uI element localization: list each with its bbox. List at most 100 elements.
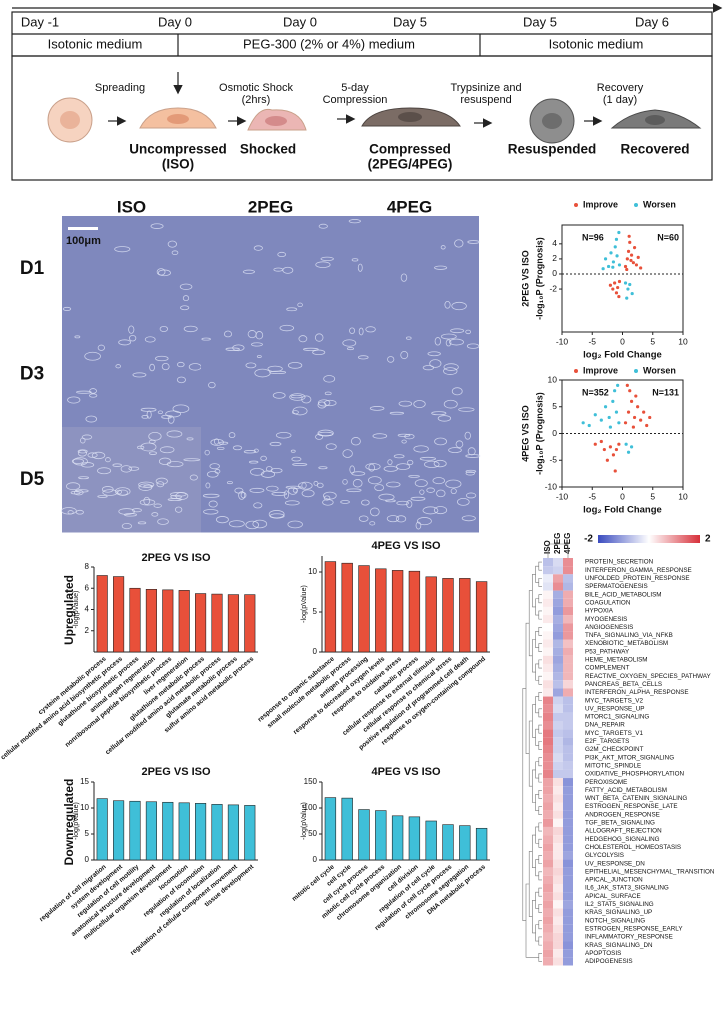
- heatmap-cell: [553, 663, 563, 673]
- cell-shape: [323, 399, 337, 407]
- heatmap-cell: [563, 696, 573, 705]
- cell-shape: [240, 492, 247, 499]
- cell-shape: [419, 489, 425, 495]
- row-label: TNFA_SIGNALING_VIA_NFKB: [585, 632, 673, 639]
- cell-shape: [201, 337, 211, 341]
- cell-shape: [427, 351, 441, 357]
- cell-shape: [283, 490, 289, 499]
- heatmap-cell: [563, 606, 573, 616]
- cell-shape: [77, 449, 88, 454]
- cell-shape: [317, 401, 327, 409]
- row-label: ADIPOGENESIS: [585, 958, 633, 965]
- heatmap-cell: [543, 688, 553, 697]
- cell-shape: [141, 415, 149, 419]
- cell-shape: [101, 486, 114, 493]
- data-point: [603, 257, 608, 261]
- heatmap-cell: [543, 590, 553, 599]
- data-point: [614, 447, 619, 452]
- heatmap-cell: [543, 843, 553, 852]
- cell-shape: [398, 400, 413, 407]
- annotation: N=60: [657, 232, 679, 242]
- bar: [475, 581, 488, 653]
- cell-shape: [303, 347, 319, 351]
- stage-label: (2PEG/4PEG): [368, 157, 453, 172]
- cell-shape: [389, 411, 405, 415]
- cell-shape: [378, 493, 395, 501]
- day-label: Day 0: [158, 14, 192, 29]
- heatmap-cell: [543, 826, 553, 836]
- cell-shape: [461, 515, 476, 522]
- heatmap-cell: [553, 647, 563, 656]
- cell-shape: [105, 457, 111, 463]
- cell-shape: [426, 487, 435, 493]
- y-tick-label: 2: [85, 626, 90, 635]
- bar: [475, 827, 488, 861]
- dendrogram-branch: [535, 663, 539, 681]
- data-point: [615, 254, 619, 258]
- row-label: OXIDATIVE_PHOSPHORYLATION: [585, 771, 684, 778]
- cell-shape: [249, 487, 265, 493]
- cell-shape: [290, 394, 303, 399]
- heatmap-cell: [553, 835, 563, 844]
- row-label: MYC_TARGETS_V2: [585, 697, 643, 704]
- medium-label: Isotonic medium: [48, 36, 143, 51]
- heatmap-cell: [563, 900, 573, 909]
- cell-shape: [176, 361, 185, 368]
- heatmap-cell: [553, 941, 563, 950]
- cell-shape: [204, 449, 210, 456]
- cell-shape: [291, 410, 299, 415]
- dendrogram-branch: [535, 794, 539, 811]
- heatmap-cell: [543, 721, 553, 730]
- heatmap-cell: [563, 590, 573, 599]
- heatmap-cell: [553, 598, 563, 607]
- data-point: [617, 230, 621, 235]
- heatmap-cell: [553, 916, 563, 925]
- heatmap-cell: [563, 932, 573, 942]
- heatmap-cell: [553, 680, 563, 689]
- cell-shape: [256, 355, 262, 358]
- stage-label: (ISO): [162, 157, 194, 172]
- dendrogram-branch: [538, 659, 542, 669]
- heatmap-cell: [543, 908, 553, 917]
- y-tick-label: 10: [308, 567, 317, 576]
- row-label: REACTIVE_OXYGEN_SPECIES_PATHWAY: [585, 673, 712, 680]
- cell-shape: [443, 367, 458, 375]
- heatmap-cell: [543, 859, 553, 868]
- dendrogram-branch: [538, 561, 542, 571]
- cell-shape: [454, 239, 464, 248]
- x-tick-label: 5: [650, 336, 655, 346]
- heatmap-cell: [543, 884, 553, 893]
- bar: [162, 589, 174, 653]
- heatmap-cell: [553, 655, 563, 664]
- heatmap-cell: [563, 598, 573, 607]
- bar: [341, 562, 353, 653]
- heatmap-cell: [563, 843, 573, 852]
- medium-label: PEG-300 (2% or 4%) medium: [243, 36, 415, 51]
- bar: [391, 815, 404, 861]
- cell-shape: [434, 437, 448, 446]
- cell-shape: [151, 512, 159, 517]
- row-label: UV_RESPONSE_DN: [585, 860, 645, 867]
- cell-shape: [265, 466, 273, 472]
- y-tick-label: 0: [552, 428, 557, 438]
- heatmap-cell: [563, 924, 573, 933]
- bar: [195, 803, 207, 861]
- cell-shape: [431, 411, 447, 416]
- heatmap-cell: [543, 786, 553, 795]
- heatmap-cell: [563, 680, 573, 689]
- heatmap-cell: [553, 761, 563, 770]
- cell-shape: [77, 449, 87, 457]
- dendrogram-branch: [538, 578, 542, 587]
- cell-shape: [118, 339, 131, 346]
- heatmap-cell: [563, 631, 573, 640]
- heatmap-cell: [563, 566, 573, 575]
- chart-title: 2PEG VS ISO: [520, 250, 530, 307]
- row-label: PI3K_AKT_MTOR_SIGNALING: [585, 754, 674, 761]
- heatmap-cell: [543, 941, 553, 950]
- legend-label: Improve: [583, 365, 618, 375]
- data-point: [625, 257, 629, 261]
- data-point: [616, 285, 620, 290]
- cell-shape: [243, 450, 257, 454]
- colorbar-label: -2: [584, 534, 593, 545]
- day-label: Day -1: [21, 14, 59, 29]
